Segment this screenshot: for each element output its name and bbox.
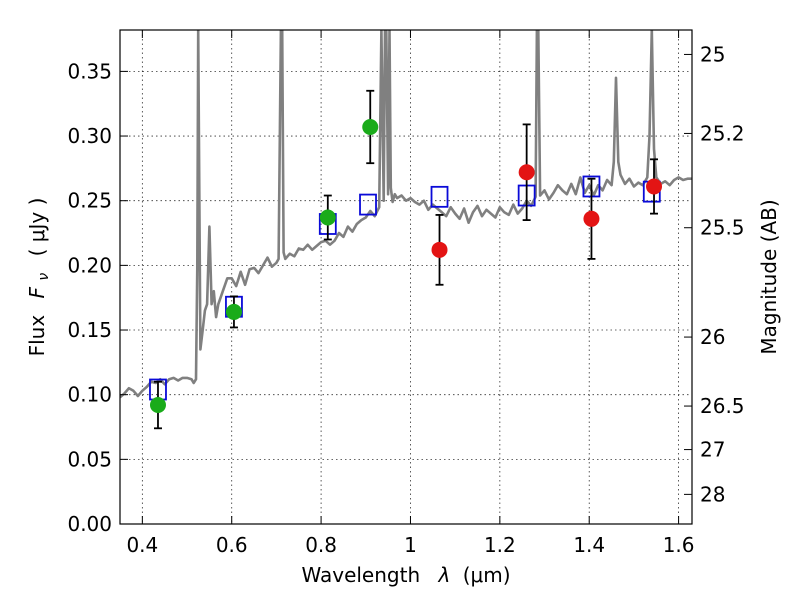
green-data-point xyxy=(149,397,166,414)
x-tick-label: 0.6 xyxy=(216,533,248,557)
red-data-point xyxy=(646,178,663,195)
green-data-point xyxy=(319,209,336,226)
mag-tick-label: 25.5 xyxy=(700,216,745,240)
y-tick-label: 0.25 xyxy=(67,189,112,213)
mag-tick-label: 25.2 xyxy=(700,121,745,145)
y-tick-label: 0.20 xyxy=(67,253,112,277)
green-data-point xyxy=(362,118,379,135)
y-tick-label: 0.35 xyxy=(67,59,112,83)
mag-tick-label: 26.5 xyxy=(700,394,745,418)
plot-frame xyxy=(119,29,693,525)
axis-ticks: 0.4 0.6 0.8 1 1.2 1.4 1.6 0.00 0.05 0.10 0.15 0.20 0… xyxy=(67,30,745,557)
red-data-point xyxy=(518,164,535,181)
x-tick-label: 0.8 xyxy=(305,533,337,557)
x-tick-label: 0.4 xyxy=(126,533,158,557)
y-axis-title: Flux F ν ( μJy ) xyxy=(25,198,53,357)
x-axis-title-symbol: λ xyxy=(438,563,451,587)
mag-tick-label: 26 xyxy=(700,325,725,349)
y2-axis-title: Magnitude (AB) xyxy=(757,199,781,354)
mag-tick-label: 25 xyxy=(700,42,725,66)
red-data-point xyxy=(431,241,448,258)
model-spectrum-line xyxy=(120,30,692,399)
y-axis-title-sub: ν xyxy=(36,273,52,281)
x-axis-title: Wavelength λ (μm) xyxy=(301,563,510,587)
x-tick-label: 1.4 xyxy=(573,533,605,557)
x-axis-title-unit: (μm) xyxy=(463,563,511,587)
y-axis-title-main: Flux xyxy=(25,315,49,357)
green-data-point xyxy=(225,303,242,320)
model-box-marker xyxy=(359,193,377,216)
y-tick-label: 0.05 xyxy=(67,447,112,471)
x-tick-label: 1 xyxy=(404,533,417,557)
y-axis-title-unit: ( μJy ) xyxy=(25,198,49,257)
model-box-marker xyxy=(430,185,449,208)
y-tick-label: 0.10 xyxy=(67,383,112,407)
y-tick-label: 0.15 xyxy=(67,318,112,342)
x-tick-label: 1.6 xyxy=(663,533,695,557)
red-data-point xyxy=(583,210,600,227)
x-tick-label: 1.2 xyxy=(484,533,516,557)
x-axis-title-main: Wavelength xyxy=(301,563,420,587)
y-tick-label: 0.00 xyxy=(67,512,112,536)
plot-area xyxy=(120,30,692,430)
y-tick-label: 0.30 xyxy=(67,124,112,148)
y-axis-title-symbol: F xyxy=(25,286,49,298)
mag-tick-label: 28 xyxy=(700,482,725,506)
mag-tick-label: 27 xyxy=(700,438,725,462)
